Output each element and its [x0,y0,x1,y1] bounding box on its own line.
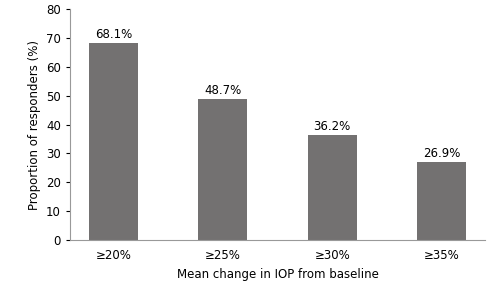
Text: 26.9%: 26.9% [423,147,460,160]
Text: 48.7%: 48.7% [204,84,242,97]
Bar [308,136,357,240]
Bar [89,44,138,240]
Text: 36.2%: 36.2% [314,120,351,133]
Text: 68.1%: 68.1% [95,28,132,41]
Bar [417,162,466,240]
Y-axis label: Proportion of responders (%): Proportion of responders (%) [28,40,40,209]
Bar [198,99,248,240]
X-axis label: Mean change in IOP from baseline: Mean change in IOP from baseline [176,268,378,281]
